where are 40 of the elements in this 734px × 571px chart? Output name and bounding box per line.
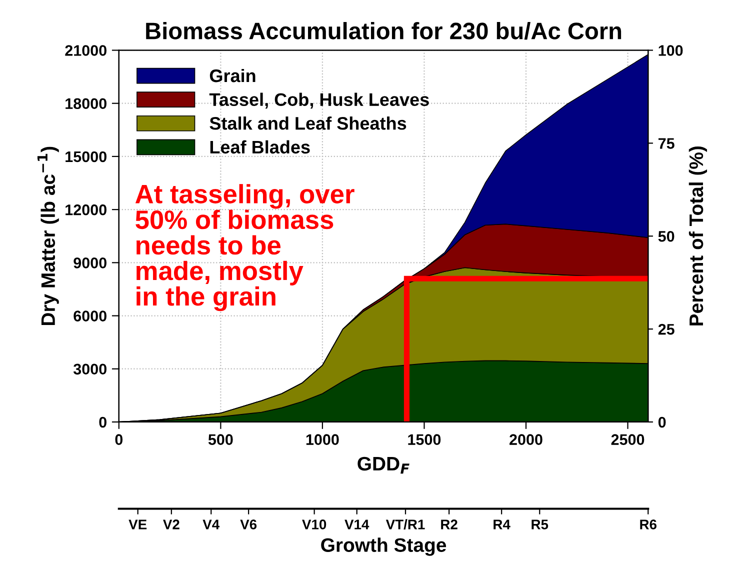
y-tick-label: 6000	[74, 310, 106, 322]
x-axis-title: GDD$_{F}$	[358, 456, 410, 474]
x-tick-label: 0	[115, 434, 123, 445]
chart-title: Biomass Accumulation for 230 bu/Ac Corn	[146, 22, 622, 40]
y2-tick-label: 25	[658, 324, 674, 335]
y-tick-label: 21000	[65, 45, 106, 56]
y-tick-label: 12000	[66, 204, 106, 216]
y2-axis-title: Percent of Total (%)	[688, 146, 708, 326]
ref-line-label: R5	[532, 520, 548, 530]
y-tick-label: 18000	[66, 98, 106, 110]
x-tick-label: 500	[208, 434, 233, 445]
x-tick-label: 2500	[611, 434, 644, 445]
ref-line-label: R6	[640, 520, 656, 530]
y2-tick-label: 75	[658, 138, 674, 149]
ref-line-label: R2	[441, 520, 458, 530]
x-tick-label: 1500	[408, 434, 441, 445]
y-tick-label: 0	[99, 416, 106, 428]
ref-line-label: V2	[163, 520, 180, 530]
y-tick-label: 3000	[73, 364, 106, 375]
ref-line-label: V4	[202, 520, 220, 530]
ref-line-label: V6	[240, 520, 257, 530]
x-tick-label: 1000	[306, 434, 339, 445]
y-tick-label: 9000	[74, 258, 106, 268]
y-axis-title: Dry Matter (lb ac$^{−1}$)	[37, 146, 59, 326]
legend-label: Grain	[210, 68, 256, 82]
y2-tick-label: 0	[658, 416, 666, 428]
ref-line-label: VE	[128, 520, 147, 530]
x-tick-label: 2000	[510, 434, 542, 445]
legend-label: Tassel, Cob, Husk Leaves	[209, 92, 429, 109]
ref-line-label: R4	[494, 520, 510, 530]
y2-tick-label: 100	[658, 45, 683, 56]
text: Growth Stage	[321, 538, 446, 556]
ref-line-label: V10	[302, 520, 326, 530]
legend-label: Leaf Blades	[210, 140, 310, 154]
annotation: At tasseling, over 50% of biomass needs to be made, mostly in the grain	[135, 184, 354, 312]
y-tick-label: 15000	[66, 151, 106, 162]
ref-line-label: V14	[344, 520, 370, 530]
legend-label: Stalk and Leaf Sheaths	[210, 116, 406, 130]
ref-line-label: VT/R1	[386, 519, 425, 530]
y2-tick-label: 50	[658, 230, 674, 242]
